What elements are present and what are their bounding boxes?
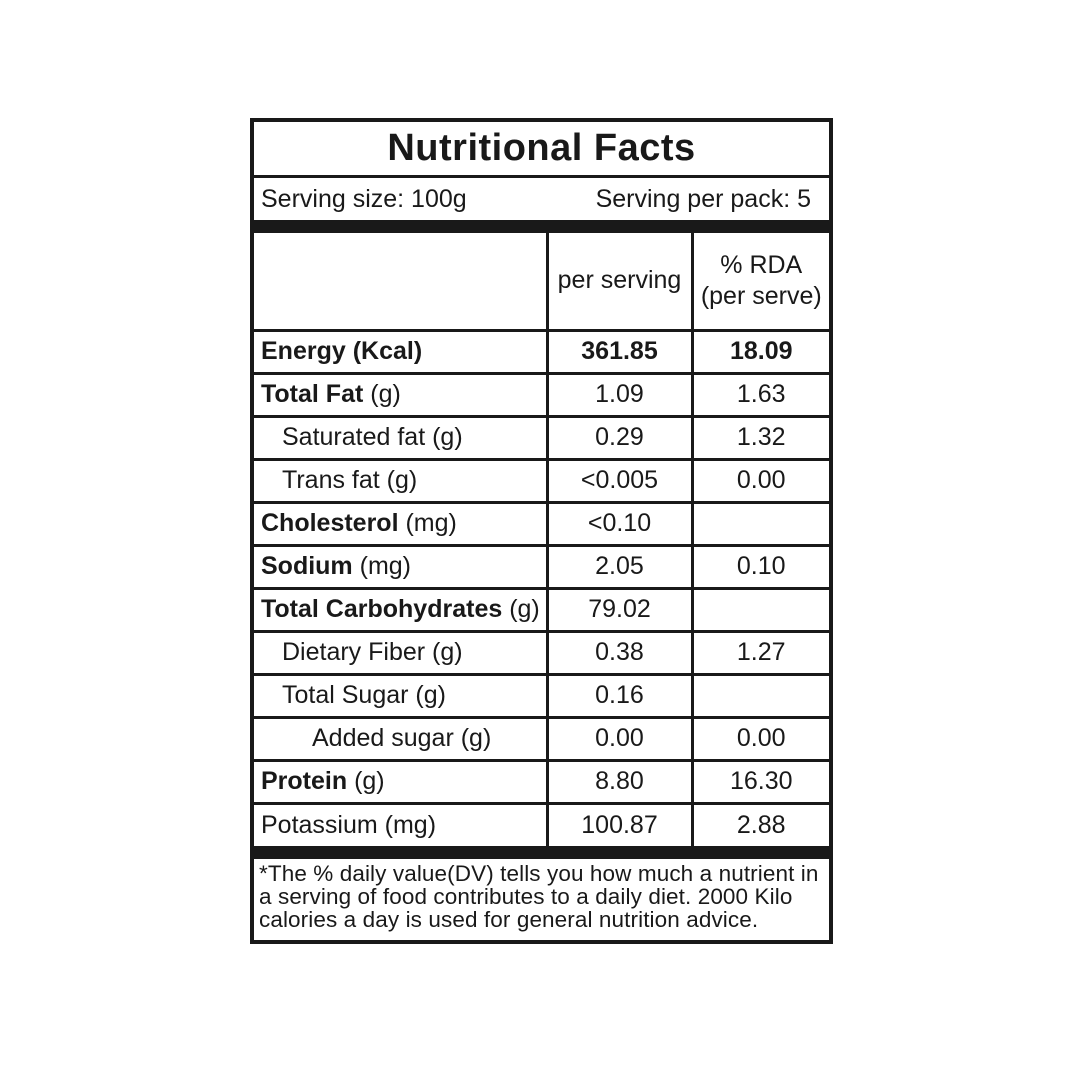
table-row: Added sugar (g) 0.00 0.00 <box>254 715 829 762</box>
table-header-row: per serving % RDA (per serve) <box>254 233 829 332</box>
rda-value: 18.09 <box>690 328 829 375</box>
nutrient-label: Protein (g) <box>254 758 549 805</box>
rda-value: 1.32 <box>690 414 829 461</box>
table-row: Energy (Kcal) 361.85 18.09 <box>254 328 829 375</box>
table-row: Dietary Fiber (g) 0.38 1.27 <box>254 629 829 676</box>
rda-value <box>690 500 829 547</box>
nutrient-label: Trans fat (g) <box>254 457 549 504</box>
nutrient-label: Energy (Kcal) <box>254 328 549 375</box>
per-serving-value: 0.38 <box>545 629 694 676</box>
nutrient-label: Dietary Fiber (g) <box>254 629 549 676</box>
serving-per-pack-text: Serving per pack: 5 <box>595 184 811 213</box>
table-row: Saturated fat (g) 0.29 1.32 <box>254 414 829 461</box>
nutrient-label: Potassium (mg) <box>254 801 549 846</box>
per-serving-value: 361.85 <box>545 328 694 375</box>
per-serving-value: 0.16 <box>545 672 694 719</box>
per-serving-value: 0.29 <box>545 414 694 461</box>
rda-value: 0.00 <box>690 457 829 504</box>
table-row: Trans fat (g) <0.005 0.00 <box>254 457 829 504</box>
divider-bar-bottom <box>254 846 829 859</box>
per-serving-value: 100.87 <box>545 801 694 846</box>
divider-bar-top <box>254 220 829 233</box>
table-row: Protein (g) 8.80 16.30 <box>254 758 829 805</box>
rda-value: 2.88 <box>690 801 829 846</box>
nutrition-label: Nutritional Facts Serving size: 100g Ser… <box>250 118 833 944</box>
serving-size-text: Serving size: 100g <box>261 184 467 213</box>
per-serving-value: 2.05 <box>545 543 694 590</box>
header-per-serving: per serving <box>545 233 694 332</box>
rda-value <box>690 672 829 719</box>
nutrition-table: per serving % RDA (per serve) Energy (Kc… <box>254 233 829 846</box>
rda-value: 16.30 <box>690 758 829 805</box>
nutrient-label: Sodium (mg) <box>254 543 549 590</box>
per-serving-value: 0.00 <box>545 715 694 762</box>
header-rda-line2: (per serve) <box>700 281 822 310</box>
nutrient-label: Cholesterol (mg) <box>254 500 549 547</box>
per-serving-value: 1.09 <box>545 371 694 418</box>
per-serving-value: <0.005 <box>545 457 694 504</box>
footnote: *The % daily value(DV) tells you how muc… <box>259 861 819 933</box>
rda-value: 0.00 <box>690 715 829 762</box>
per-serving-value: 79.02 <box>545 586 694 633</box>
nutrient-label: Added sugar (g) <box>254 715 549 762</box>
rda-value <box>690 586 829 633</box>
table-row: Sodium (mg) 2.05 0.10 <box>254 543 829 590</box>
rda-value: 1.63 <box>690 371 829 418</box>
table-row: Total Carbohydrates (g) 79.02 <box>254 586 829 633</box>
nutrition-table-body: per serving % RDA (per serve) Energy (Kc… <box>254 233 829 846</box>
nutrient-label: Total Carbohydrates (g) <box>254 586 549 633</box>
table-row: Total Fat (g) 1.09 1.63 <box>254 371 829 418</box>
per-serving-value: <0.10 <box>545 500 694 547</box>
table-row: Potassium (mg) 100.87 2.88 <box>254 801 829 846</box>
label-title: Nutritional Facts <box>254 122 829 178</box>
nutrient-label: Total Sugar (g) <box>254 672 549 719</box>
nutrient-label: Total Fat (g) <box>254 371 549 418</box>
rda-value: 1.27 <box>690 629 829 676</box>
table-row: Total Sugar (g) 0.16 <box>254 672 829 719</box>
header-nutrient-cell <box>254 233 549 332</box>
per-serving-value: 8.80 <box>545 758 694 805</box>
header-rda-line1: % RDA <box>720 250 803 279</box>
nutrient-label: Saturated fat (g) <box>254 414 549 461</box>
table-row: Cholesterol (mg) <0.10 <box>254 500 829 547</box>
rda-value: 0.10 <box>690 543 829 590</box>
serving-info-row: Serving size: 100g Serving per pack: 5 <box>254 178 829 220</box>
header-rda: % RDA (per serve) <box>690 233 829 332</box>
